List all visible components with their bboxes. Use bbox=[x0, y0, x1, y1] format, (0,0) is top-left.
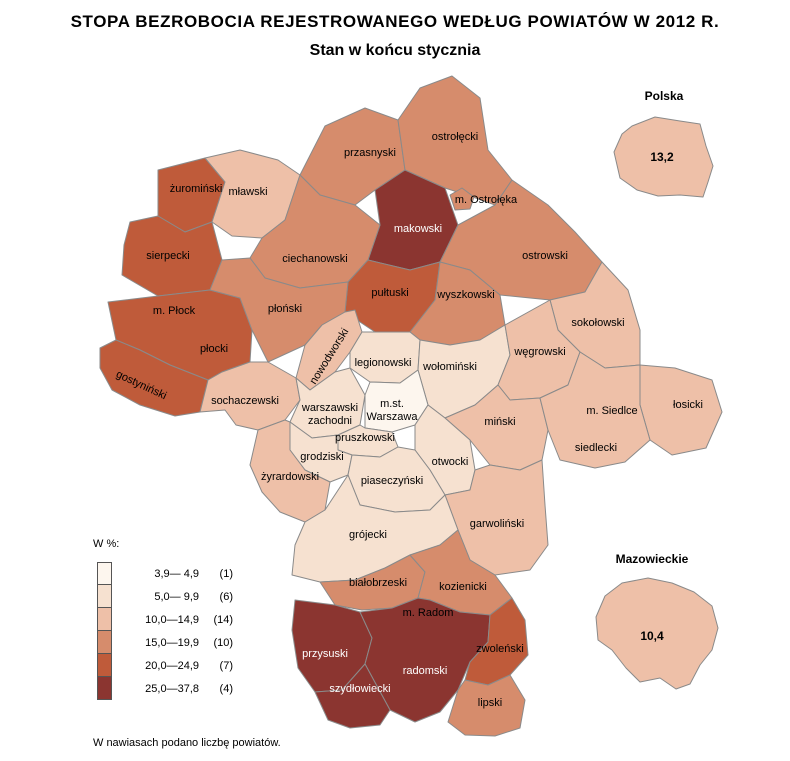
district-label-piaseczynski: piaseczyński bbox=[361, 475, 423, 487]
district-label-legionowski: legionowski bbox=[355, 357, 412, 369]
district-label-zyrardowski: żyrardowski bbox=[261, 471, 319, 483]
district-label-przysuski: przysuski bbox=[302, 648, 348, 660]
district-label-makowski: makowski bbox=[394, 223, 442, 235]
district-label-ostrowski: ostrowski bbox=[522, 250, 568, 262]
legend-count: (1) bbox=[219, 568, 233, 580]
district-label-mlawski: mławski bbox=[228, 186, 267, 198]
district-label-m-radom: m. Radom bbox=[403, 607, 454, 619]
legend-count: (6) bbox=[219, 591, 233, 603]
inset-polska: Polska 13,2 bbox=[613, 89, 714, 198]
district-label-plocki: płocki bbox=[200, 343, 228, 355]
district-sochaczewski bbox=[199, 361, 301, 431]
district-label-garwolinski: garwoliński bbox=[470, 518, 524, 530]
legend-swatch bbox=[97, 631, 112, 654]
district-m-ostroleka bbox=[449, 187, 475, 211]
legend-title: W %: bbox=[93, 538, 120, 550]
legend-range: 15,0—19,9 bbox=[145, 637, 199, 649]
legend-swatch bbox=[97, 677, 112, 700]
legend-swatch bbox=[97, 562, 112, 585]
inset-mazowieckie-value: 10,4 bbox=[640, 629, 664, 643]
district-label-plonski: płoński bbox=[268, 303, 302, 315]
inset-mazowieckie-title: Mazowieckie bbox=[616, 552, 689, 566]
district-label-zurominski: żuromiński bbox=[170, 183, 223, 195]
district-label-m-st-warszawa: m.st. Warszawa bbox=[367, 398, 419, 423]
district-siedlecki bbox=[539, 351, 651, 469]
district-label-warszawski-zachodni: warszawski zachodni bbox=[301, 402, 358, 427]
inset-polska-value: 13,2 bbox=[650, 150, 674, 164]
district-label-sierpecki: sierpecki bbox=[146, 250, 189, 262]
legend-row: 15,0—19,9 (10) bbox=[93, 631, 233, 654]
legend-row: 25,0—37,8 (4) bbox=[93, 677, 233, 700]
district-label-przasnyski: przasnyski bbox=[344, 147, 396, 159]
district-zyrardowski bbox=[249, 419, 331, 523]
legend-row: 3,9— 4,9 (1) bbox=[93, 562, 233, 585]
district-label-m-siedlce: m. Siedlce bbox=[586, 405, 637, 417]
inset-mazowieckie-shape bbox=[595, 577, 719, 690]
legend-swatch bbox=[97, 608, 112, 631]
legend-row: 5,0— 9,9 (6) bbox=[93, 585, 233, 608]
district-label-minski: miński bbox=[484, 416, 515, 428]
legend-range: 3,9— 4,9 bbox=[154, 568, 199, 580]
map-subtitle: Stan w końcu stycznia bbox=[309, 42, 481, 59]
district-label-pruszkowski: pruszkowski bbox=[335, 432, 395, 444]
map-title: STOPA BEZROBOCIA REJESTROWANEGO WEDŁUG P… bbox=[70, 12, 720, 31]
legend: W %: 3,9— 4,9 (1) 5,0— 9,9 (6) 10,0—14,9 (14)… bbox=[93, 538, 233, 700]
district-label-wyszkowski: wyszkowski bbox=[436, 289, 494, 301]
district-szydlowiecki bbox=[314, 663, 391, 729]
district-label-zwolenski: zwoleński bbox=[476, 643, 524, 655]
district-label-wegrowski: węgrowski bbox=[513, 346, 565, 358]
district-label-bialobrzeski: białobrzeski bbox=[349, 577, 407, 589]
legend-range: 20,0—24,9 bbox=[145, 660, 199, 672]
district-label-siedlecki: siedlecki bbox=[575, 442, 617, 454]
district-label-grojecki: grójecki bbox=[349, 529, 387, 541]
district-label-otwocki: otwocki bbox=[432, 456, 469, 468]
legend-range: 10,0—14,9 bbox=[145, 614, 199, 626]
district-label-grodziski: grodziski bbox=[300, 451, 343, 463]
legend-note: W nawiasach podano liczbę powiatów. bbox=[93, 737, 281, 749]
legend-range: 25,0—37,8 bbox=[145, 683, 199, 695]
district-label-sokolowski: sokołowski bbox=[571, 317, 624, 329]
district-label-kozienicki: kozienicki bbox=[439, 581, 487, 593]
district-label-pultuski: pułtuski bbox=[371, 287, 408, 299]
district-label-m-plock: m. Płock bbox=[153, 305, 196, 317]
district-label-ostrolecki: ostrołęcki bbox=[432, 131, 478, 143]
legend-count: (14) bbox=[213, 614, 233, 626]
inset-polska-title: Polska bbox=[645, 89, 684, 103]
legend-range: 5,0— 9,9 bbox=[154, 591, 199, 603]
legend-row: 20,0—24,9 (7) bbox=[93, 654, 233, 677]
district-label-lipski: lipski bbox=[478, 697, 502, 709]
inset-polska-shape bbox=[613, 116, 714, 198]
legend-swatch bbox=[97, 585, 112, 608]
legend-count: (4) bbox=[219, 683, 233, 695]
district-label-szydlowiecki: szydłowiecki bbox=[329, 683, 390, 695]
legend-count: (7) bbox=[219, 660, 233, 672]
district-label-ciechanowski: ciechanowski bbox=[282, 253, 347, 265]
legend-row: 10,0—14,9 (14) bbox=[93, 608, 233, 631]
district-lipski bbox=[447, 674, 526, 737]
inset-mazowieckie: Mazowieckie 10,4 bbox=[595, 552, 719, 690]
district-label-losicki: łosicki bbox=[673, 399, 703, 411]
district-label-sochaczewski: sochaczewski bbox=[211, 395, 279, 407]
district-label-wolominski: wołomiński bbox=[422, 361, 477, 373]
district-label-m-ostroleka: m. Ostrołęka bbox=[455, 194, 518, 206]
legend-count: (10) bbox=[213, 637, 233, 649]
legend-swatch bbox=[97, 654, 112, 677]
district-label-radomski: radomski bbox=[403, 665, 448, 677]
